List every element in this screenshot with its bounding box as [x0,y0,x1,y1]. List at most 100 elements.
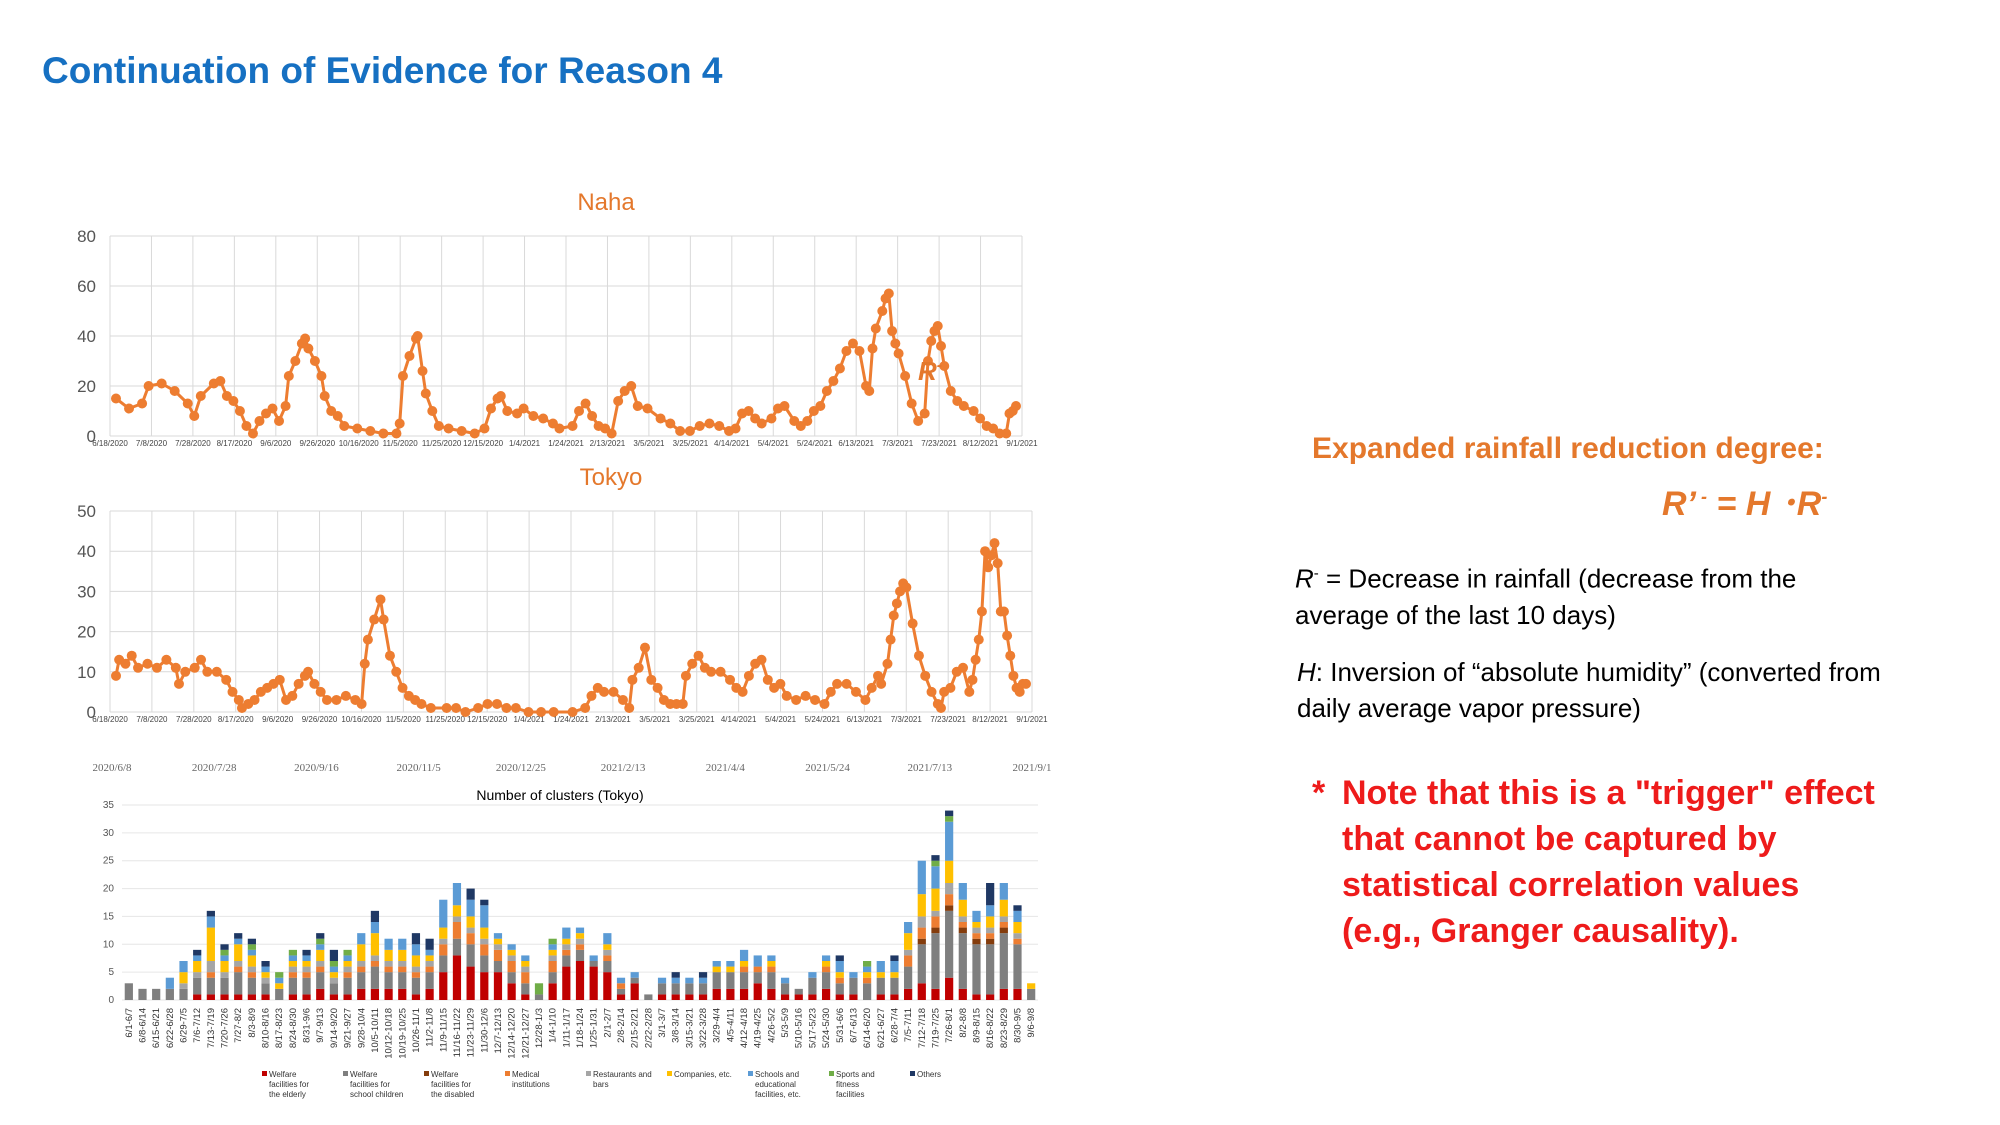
data-point [626,381,637,391]
data-point [613,396,624,406]
data-point [433,421,444,431]
bar-segment [384,966,393,973]
data-point [161,654,172,665]
bar-segment [275,977,284,984]
definition-r-line1: = Decrease in rainfall (decrease from th… [1318,563,1797,594]
data-point [907,618,918,629]
data-point [180,666,191,677]
bar-segment [698,972,708,978]
x-tick-label: 7/28/2020 [176,715,212,724]
data-point [893,348,904,359]
data-point [926,336,937,346]
bar-segment [876,994,885,1000]
legend-label-line: Companies, etc. [674,1070,732,1079]
data-point [847,338,858,349]
bar-segment [616,988,626,995]
bar-segment [945,810,954,817]
data-point [427,406,438,416]
x-tick-label: 2/13/2021 [590,439,626,448]
bar-segment [124,983,133,1000]
bar-segment [808,994,817,1000]
bar-segment [425,938,434,950]
x-tick-label: 4/5-4/11 [725,1008,736,1042]
data-point [303,666,314,677]
definition-r-sup: - [1313,565,1319,582]
bar-segment [234,938,243,945]
data-point [391,428,402,439]
bar-segment [726,966,735,973]
x-tick-label: 11/5/2020 [386,715,422,724]
definition-h-line2: daily average vapor pressure) [1297,693,1641,723]
note-asterisk: * [1312,774,1326,812]
x-tick-label: 10/16/2020 [339,439,380,448]
bar-segment [425,966,434,973]
bar-segment [480,955,489,973]
x-tick-label: 7/3/2021 [891,715,923,724]
data-point [189,411,200,421]
y-tick-label: 30 [103,828,115,839]
bar-segment [739,988,749,1000]
bar-segment [452,955,462,1000]
bar-segment [234,994,243,1000]
bar-segment [534,983,544,995]
data-point [883,288,894,299]
bar-segment [945,816,954,822]
bar-segment [165,988,174,1000]
x-tick-label: 8/17/2020 [217,439,253,448]
bar-segment [548,983,557,1000]
data-point [233,694,244,705]
bar-segment [234,944,243,961]
bar-segment [439,944,448,956]
x-tick-label: 7/19-7/25 [930,1008,941,1048]
data-point [309,356,320,366]
bar-segment [931,855,940,861]
bar-segment [904,955,913,967]
note-line: statistical correlation values [1342,866,1800,904]
bar-segment [302,977,311,995]
x-tick-label: 6/1-6/7 [124,1008,135,1038]
data-point [815,401,826,411]
date-axis-label: 2021/7/13 [907,762,952,774]
x-tick-label: 6/18/2020 [92,439,128,448]
r-minus-annotation: R- [918,356,942,386]
data-point [151,662,162,673]
bar-segment [329,961,339,967]
bar-segment [206,972,215,978]
data-point [652,682,663,693]
x-tick-label: 4/14/2021 [721,715,757,724]
legend-label-line: facilities for [269,1080,309,1089]
bar-segment [849,977,858,995]
bar-segment [863,972,872,978]
chart-title: Number of clusters (Tokyo) [476,787,643,803]
data-point [538,413,549,424]
data-point [850,686,861,697]
bar-segment [917,938,926,945]
data-point [189,662,200,673]
data-point [495,391,506,401]
bar-segment [986,938,995,945]
data-point [876,678,887,689]
x-tick-label: 8/31-9/6 [302,1008,313,1043]
data-point [1001,428,1012,439]
formula-lhs: R’ [1662,485,1696,523]
bar-segment [972,938,981,945]
bar-segment [452,905,462,917]
legend-label: Welfare facilities for the elderly [269,1070,309,1099]
y-tick-label: 30 [77,582,96,601]
data-point [866,682,877,693]
note-line: Note that this is a "trigger" effect [1342,774,1875,812]
data-point [247,428,258,439]
bar-segment [767,972,776,989]
definition-h-symbol: H [1297,657,1316,687]
x-tick-label: 7/26-8/1 [944,1008,955,1043]
data-point [882,658,893,669]
bar-segment [466,888,475,900]
bar-segment [986,883,995,906]
x-tick-label: 12/21-12/27 [520,1008,531,1059]
bar-segment [616,977,626,984]
x-tick-label: 6/13/2021 [838,439,874,448]
data-point [675,426,686,436]
bar-segment [958,916,967,922]
bar-segment [343,977,352,995]
bar-segment [958,922,967,928]
